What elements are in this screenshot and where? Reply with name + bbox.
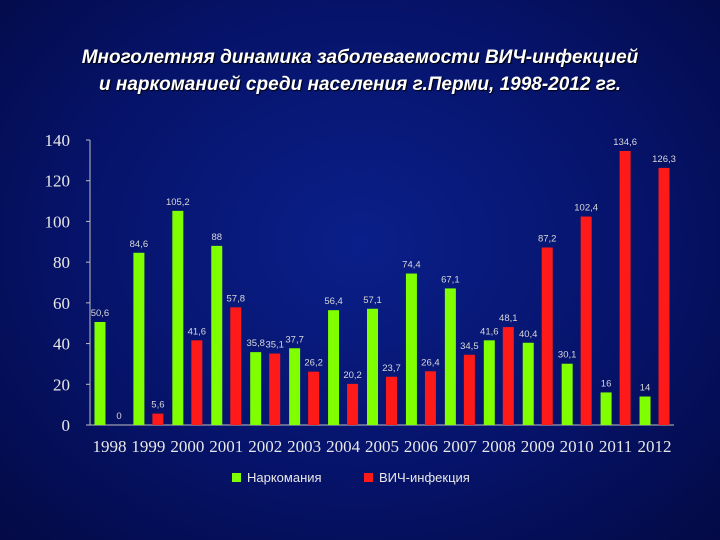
data-label-narcomania: 56,4 [324,296,343,307]
data-label-hiv: 26,2 [304,358,323,369]
x-tick-label: 2010 [560,437,594,456]
data-label-hiv: 57,8 [227,293,246,304]
x-tick-label: 2006 [404,437,438,456]
x-tick-label: 2009 [521,437,555,456]
bar-hiv [152,413,164,425]
bar-hiv [386,376,397,425]
legend-swatch-hiv [364,473,373,482]
data-label-narcomania: 84,6 [130,239,149,250]
data-label-narcomania: 14 [640,383,651,394]
bar-hiv [347,383,359,425]
bar-narcomania [600,392,612,425]
data-label-hiv: 26,4 [421,357,440,368]
bar-narcomania [172,210,184,425]
bar-narcomania [94,321,106,425]
bar-hiv [308,371,320,425]
data-label-narcomania: 67,1 [441,274,460,285]
y-tick-label: 120 [45,172,71,191]
data-label-hiv: 41,6 [188,326,207,337]
x-tick-label: 2003 [287,437,321,456]
x-tick-label: 1998 [92,437,126,456]
legend-label-narcomania: Наркомания [247,470,322,485]
x-tick-label: 2011 [599,437,632,456]
bar-narcomania [211,245,223,425]
data-label-narcomania: 30,1 [558,350,577,361]
bar-hiv [424,371,436,425]
bar-hiv [619,150,631,425]
bar-narcomania [522,342,534,425]
bar-hiv [658,167,670,425]
bar-narcomania [133,252,145,425]
chart-title-line2: и наркоманией среди населения г.Перми, 1… [98,74,622,95]
bar-narcomania [289,348,301,425]
data-label-narcomania: 37,7 [285,334,304,345]
x-tick-label: 2007 [443,437,478,456]
chart-title: Многолетняя динамика заболеваемости ВИЧ-… [0,44,720,98]
y-tick-label: 40 [53,335,70,354]
data-label-hiv: 23,7 [382,363,401,374]
x-tick-label: 2005 [365,437,399,456]
x-tick-label: 1999 [131,437,165,456]
y-tick-label: 20 [53,375,70,394]
bar-narcomania [405,273,417,425]
data-label-narcomania: 40,4 [519,329,538,340]
bar-narcomania [328,310,340,425]
data-label-hiv: 0 [116,411,121,422]
bar-narcomania [367,308,378,425]
data-label-hiv: 126,3 [652,154,676,165]
data-label-narcomania: 57,1 [363,295,382,306]
bar-hiv [463,354,475,425]
bar-hiv [541,247,553,425]
data-label-hiv: 35,1 [265,340,284,351]
bar-narcomania [483,340,495,425]
data-label-hiv: 87,2 [538,233,557,244]
data-label-narcomania: 41,6 [480,326,499,337]
bar-narcomania [444,288,456,425]
y-tick-label: 140 [45,131,71,150]
data-label-narcomania: 50,6 [91,308,110,319]
y-tick-label: 100 [45,212,71,231]
x-tick-label: 2008 [482,437,516,456]
data-label-hiv: 134,6 [613,137,637,148]
x-tick-label: 2012 [638,437,672,456]
data-label-hiv: 20,2 [343,370,362,381]
bar-hiv [230,307,242,425]
data-label-narcomania: 16 [601,378,612,389]
x-tick-label: 2004 [326,437,361,456]
x-tick-label: 2000 [170,437,204,456]
bar-hiv [191,340,203,425]
y-tick-label: 80 [53,253,70,272]
bar-hiv [502,327,514,425]
data-label-hiv: 48,1 [499,313,518,324]
data-label-hiv: 102,4 [574,203,598,214]
data-label-narcomania: 88 [211,232,222,243]
x-tick-label: 2001 [209,437,243,456]
bar-narcomania [561,363,573,425]
data-label-narcomania: 105,2 [166,197,190,208]
data-label-hiv: 34,5 [460,341,479,352]
bar-narcomania [250,352,262,425]
y-tick-label: 60 [53,294,70,313]
chart-title-line1: Многолетняя динамика заболеваемости ВИЧ-… [81,47,639,68]
data-label-narcomania: 35,8 [246,338,265,349]
bar-hiv [580,216,592,425]
data-label-narcomania: 74,4 [402,260,421,271]
y-tick-label: 0 [62,416,71,435]
legend-label-hiv: ВИЧ-инфекция [379,470,470,485]
legend-swatch-narcomania [232,473,241,482]
x-tick-label: 2002 [248,437,282,456]
bar-narcomania [639,396,651,425]
bar-hiv [269,353,281,425]
data-label-hiv: 5,6 [151,400,164,411]
